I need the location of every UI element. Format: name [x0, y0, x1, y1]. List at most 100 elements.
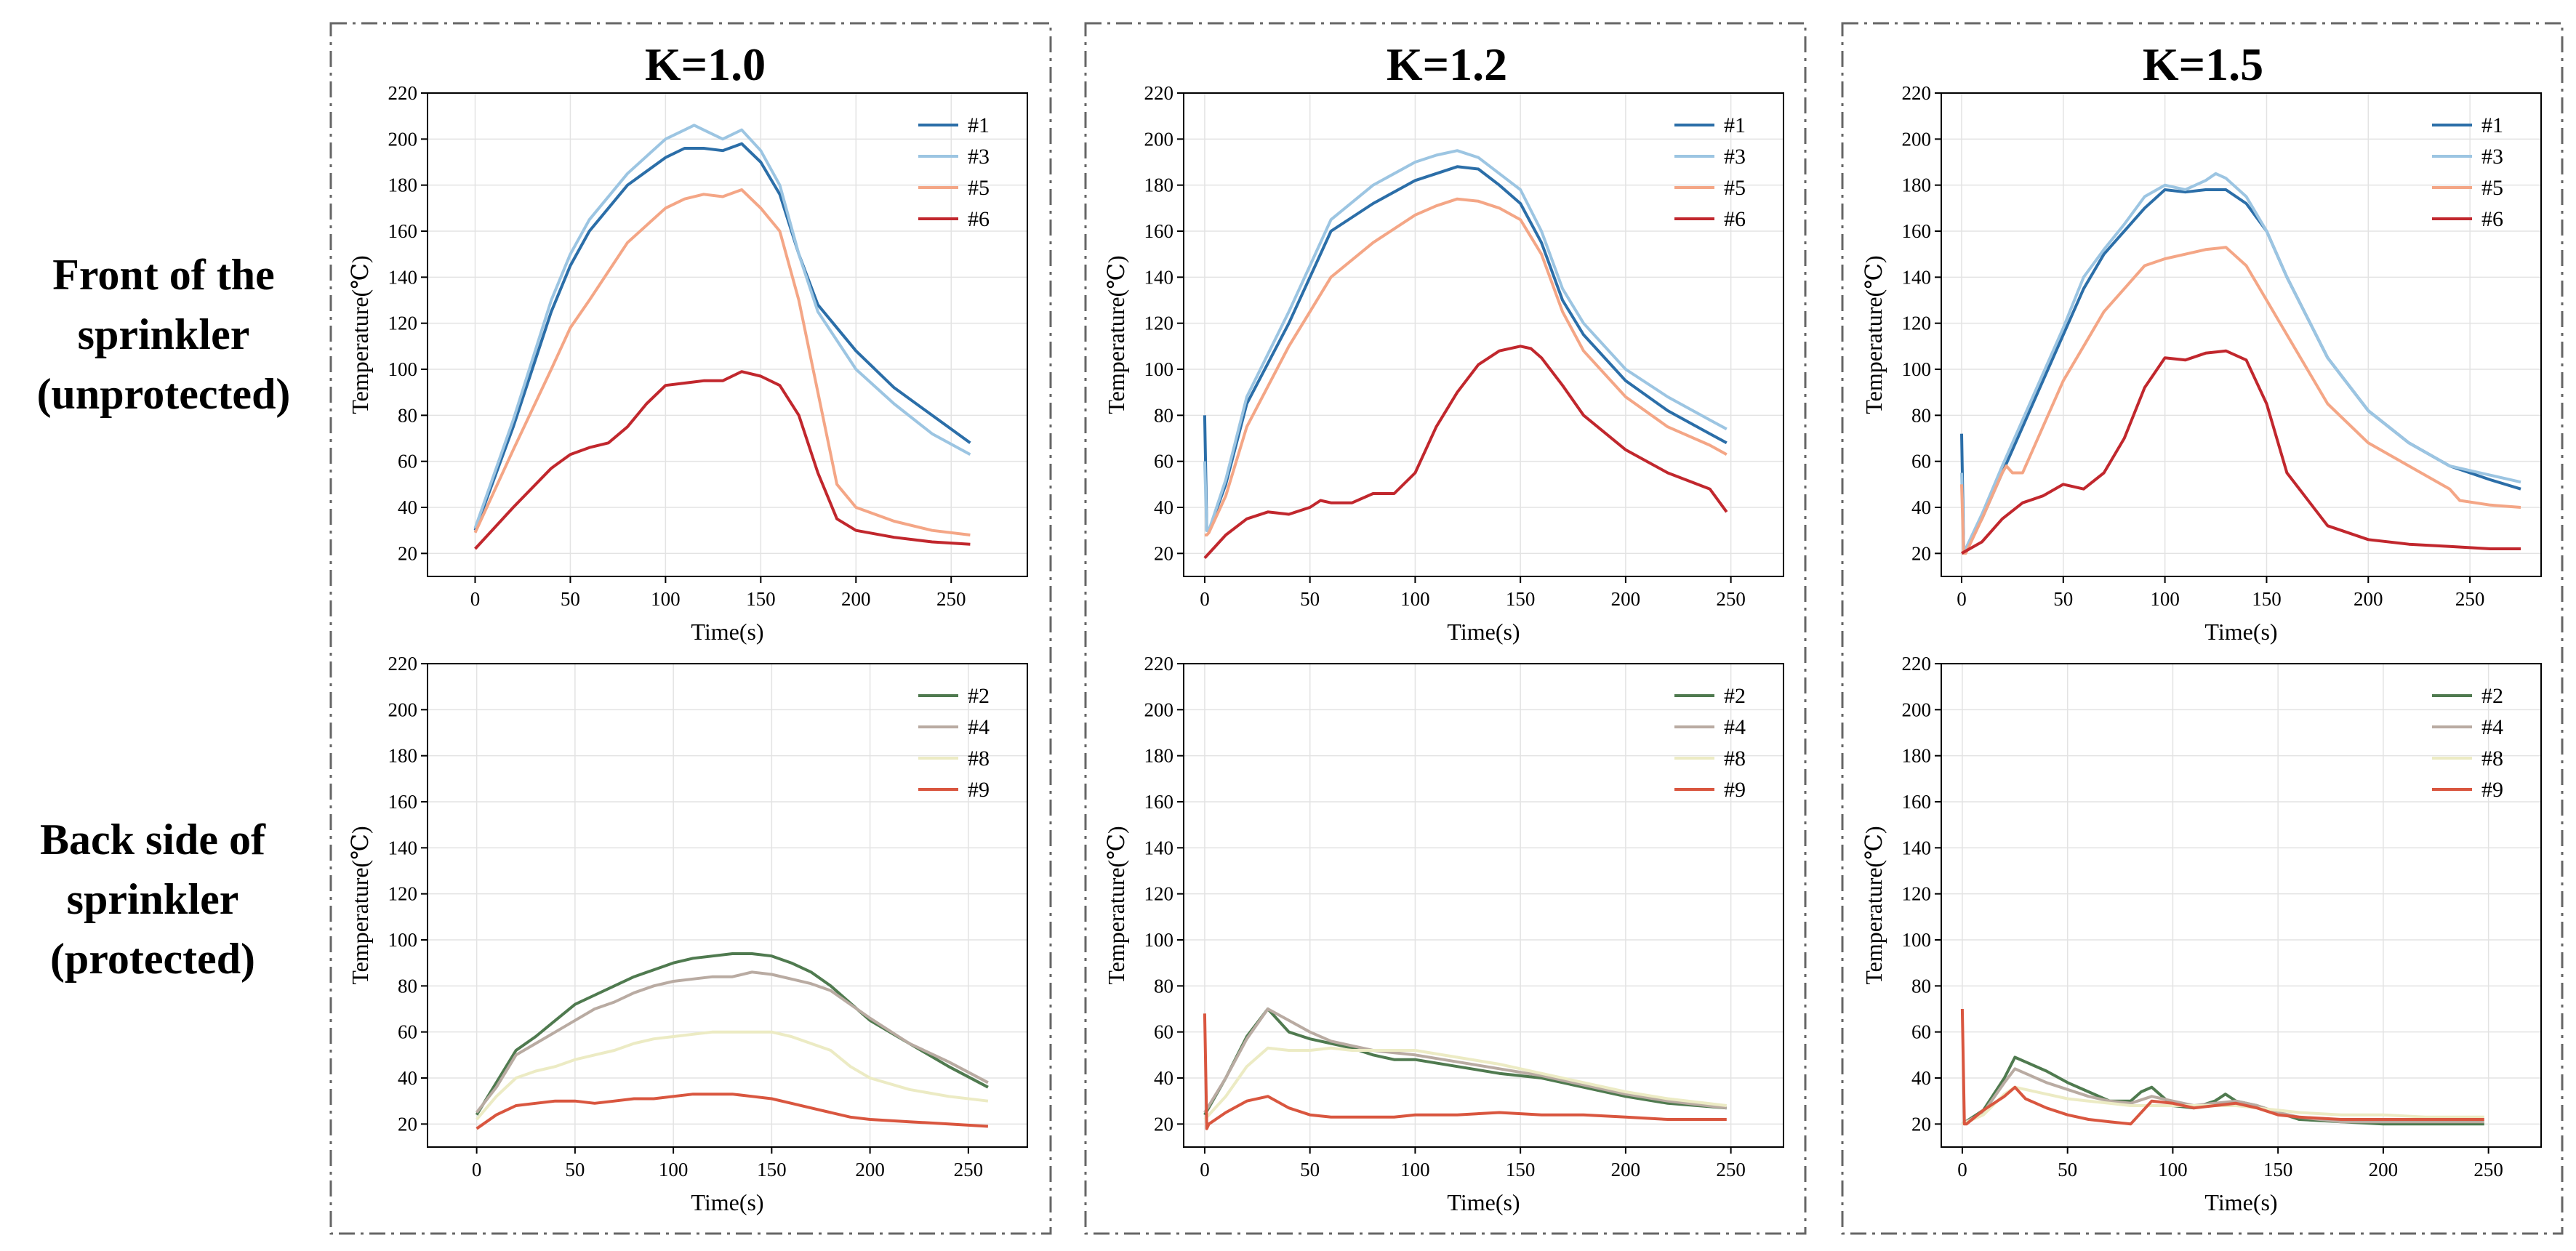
x-tick-label: 150: [2263, 1159, 2293, 1180]
series-line-n5: [1960, 246, 2521, 555]
y-tick-label: 220: [388, 653, 418, 675]
x-axis-label: Time(s): [1447, 1189, 1520, 1215]
legend-label: #4: [2481, 715, 2503, 739]
series-line-n1: [473, 142, 971, 531]
y-tick-label: 20: [1154, 542, 1173, 564]
x-tick-label: 200: [2369, 1159, 2399, 1180]
chart-back-k15: 0 50 100 150 200 250 20 40 60 80 100 120 140 160 180 20…: [1861, 653, 2542, 1215]
y-tick-label: 120: [1144, 313, 1174, 334]
legend-label: #4: [968, 715, 990, 739]
y-tick-label: 200: [1902, 699, 1932, 720]
y-tick-label: 140: [1144, 266, 1174, 288]
y-tick-label: 80: [1154, 975, 1173, 997]
series-line-n3: [1960, 172, 2521, 550]
y-tick-label: 140: [1144, 837, 1174, 858]
x-tick-label: 0: [472, 1159, 482, 1180]
chart-front-k12: 0 50 100 150 200 250 20 40 60 80 100 120 140 160 180 20…: [1103, 82, 1784, 645]
y-tick-label: 200: [388, 699, 418, 720]
y-tick-label: 120: [388, 883, 418, 905]
y-tick-label: 160: [388, 220, 418, 242]
row-label-front-line1: Front of the: [52, 251, 275, 299]
y-tick-label: 140: [388, 837, 418, 858]
row-label-back-line2: sprinkler: [67, 875, 239, 923]
y-tick-label: 120: [1902, 313, 1932, 334]
y-tick-label: 180: [388, 745, 418, 767]
series-line-n5: [1204, 197, 1728, 536]
y-tick-label: 160: [1144, 791, 1174, 813]
y-tick-label: 20: [1911, 1113, 1931, 1135]
series-line-n3: [473, 124, 971, 529]
y-tick-label: 140: [1902, 266, 1932, 288]
legend-label: #4: [1724, 715, 1746, 739]
y-tick-label: 120: [1144, 883, 1174, 905]
y-tick-label: 60: [1154, 1021, 1173, 1043]
row-label-back-line3: (protected): [50, 935, 255, 983]
chart-panels: 0 50 100 150 200 2502040608010012014016018020…: [347, 82, 2542, 1215]
y-tick-label: 180: [388, 174, 418, 196]
plot-border: [427, 92, 1028, 577]
x-tick-label: 250: [2455, 588, 2485, 610]
y-tick-label: 200: [1144, 699, 1174, 720]
chart-back-k12: 0 50 100 150 200 250 20 40 60 80 100 120 140 160 180 20…: [1103, 653, 1784, 1215]
series-line-n4: [476, 970, 989, 1114]
y-tick-label: 160: [388, 791, 418, 813]
y-tick-label: 100: [1902, 929, 1932, 951]
y-tick-label: 60: [1154, 451, 1173, 472]
x-tick-label: 200: [841, 588, 871, 610]
legend-label: #5: [2481, 176, 2503, 200]
legend-label: #9: [968, 778, 990, 802]
x-tick-label: 250: [1716, 588, 1746, 610]
y-tick-label: 160: [1902, 220, 1932, 242]
y-tick-label: 100: [1144, 929, 1174, 951]
series-line-n6: [1961, 349, 2521, 555]
y-tick-label: 60: [398, 451, 417, 472]
y-tick-label: 140: [388, 266, 418, 288]
x-axis-label: Time(s): [1447, 619, 1520, 645]
x-tick-label: 0: [1957, 588, 1967, 610]
row-label-front-line3: (unprotected): [37, 370, 291, 418]
x-tick-label: 50: [1300, 1159, 1320, 1180]
legend-label: #1: [1724, 113, 1746, 137]
x-tick-label: 100: [651, 588, 681, 610]
x-tick-label: 50: [565, 1159, 585, 1180]
y-tick-label: 160: [1902, 791, 1932, 813]
y-tick-label: 180: [1902, 745, 1932, 767]
legend-label: #8: [968, 747, 990, 771]
y-tick-label: 180: [1144, 745, 1174, 767]
y-tick-label: 220: [1144, 653, 1174, 675]
x-tick-label: 50: [1300, 588, 1320, 610]
x-tick-label: 100: [1400, 588, 1430, 610]
x-tick-label: 150: [757, 1159, 787, 1180]
plot-border: [1941, 92, 2542, 577]
y-tick-label: 40: [398, 1067, 417, 1089]
chart-back-k10: 0 50 100 150 200 250 20 40 60 80 100 120 140 160 180 20…: [347, 653, 1028, 1215]
y-tick-label: 20: [398, 542, 417, 564]
y-tick-label: 100: [1144, 358, 1174, 380]
y-tick-label: 40: [1911, 496, 1931, 518]
series-line-n1: [1203, 165, 1728, 532]
legend-label: #9: [1724, 778, 1746, 802]
legend-label: #1: [968, 113, 990, 137]
column-frame-k12: [1084, 22, 1807, 1235]
legend-label: #6: [1724, 207, 1746, 231]
series-line-n5: [473, 188, 971, 536]
legend-label: #6: [2481, 207, 2503, 231]
y-tick-label: 160: [1144, 220, 1174, 242]
column-title-k15: K=1.5: [2143, 39, 2263, 90]
x-tick-label: 250: [2473, 1159, 2503, 1180]
y-tick-label: 100: [388, 358, 418, 380]
y-tick-label: 20: [1911, 542, 1931, 564]
series-line-n3: [1203, 149, 1728, 532]
x-tick-label: 0: [1200, 1159, 1210, 1180]
series-line-n8: [1962, 1085, 2484, 1126]
y-tick-label: 80: [1911, 975, 1931, 997]
series-line-n8: [1203, 1046, 1728, 1121]
y-tick-label: 40: [398, 496, 417, 518]
series-line-n9: [1960, 1008, 2484, 1126]
y-tick-label: 180: [1144, 174, 1174, 196]
x-tick-label: 200: [1611, 1159, 1641, 1180]
y-tick-label: 200: [388, 128, 418, 150]
y-tick-label: 100: [1902, 358, 1932, 380]
legend-label: #1: [2481, 113, 2503, 137]
row-label-back-line1: Back side of: [40, 816, 266, 864]
